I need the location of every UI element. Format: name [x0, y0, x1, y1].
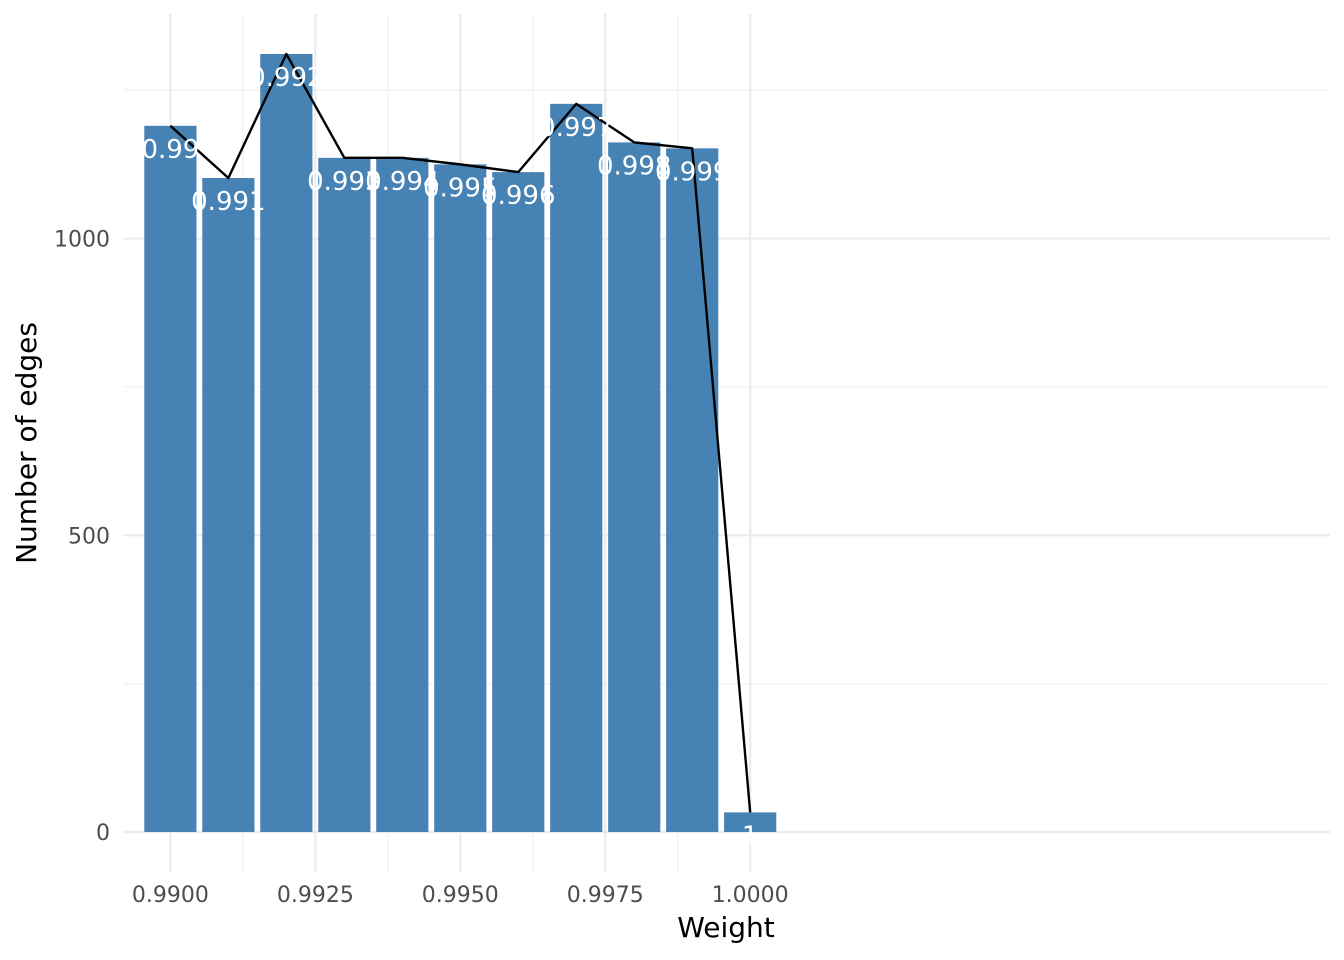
x-tick-label: 0.9975 [567, 883, 644, 908]
bar [492, 172, 545, 832]
bar [260, 54, 313, 832]
bar-value-label: 0.999 [655, 157, 729, 187]
bar [376, 157, 429, 832]
bar [724, 812, 777, 832]
bar [144, 125, 197, 832]
bar [608, 142, 661, 832]
bar [550, 103, 603, 832]
bar-value-label: 0.997 [539, 113, 613, 143]
trend-line-layer [169, 52, 752, 813]
bar [318, 157, 371, 832]
bar-value-label: 0.99 [141, 135, 199, 165]
bar [434, 164, 487, 832]
y-tick-label: 500 [68, 524, 110, 549]
bar-value-label: 1 [742, 821, 759, 851]
bar-value-label: 0.993 [307, 167, 381, 197]
y-tick-label: 0 [96, 821, 110, 846]
y-axis-title: Number of edges [10, 322, 43, 564]
y-tick-label: 1000 [54, 228, 110, 253]
bar-value-label: 0.998 [597, 151, 671, 181]
y-axis-ticks: 0 500 1000 [54, 228, 110, 846]
x-tick-label: 0.9925 [277, 883, 354, 908]
bar [202, 178, 255, 832]
x-tick-label: 0.9950 [422, 883, 499, 908]
x-tick-label: 1.0000 [712, 883, 789, 908]
x-axis-title: Weight [677, 911, 775, 944]
bar-value-label: 0.996 [481, 181, 555, 211]
x-tick-label: 0.9900 [132, 883, 209, 908]
x-axis-ticks: 0.9900 0.9925 0.9950 0.9975 1.0000 [132, 883, 789, 908]
bar-value-label: 0.994 [365, 167, 439, 197]
bar-value-label: 0.991 [191, 187, 265, 217]
bars [144, 54, 777, 832]
bar [666, 148, 719, 832]
trend-line [169, 52, 752, 813]
bar-value-label: 0.995 [423, 173, 497, 203]
bar-value-label: 0.992 [249, 63, 323, 93]
